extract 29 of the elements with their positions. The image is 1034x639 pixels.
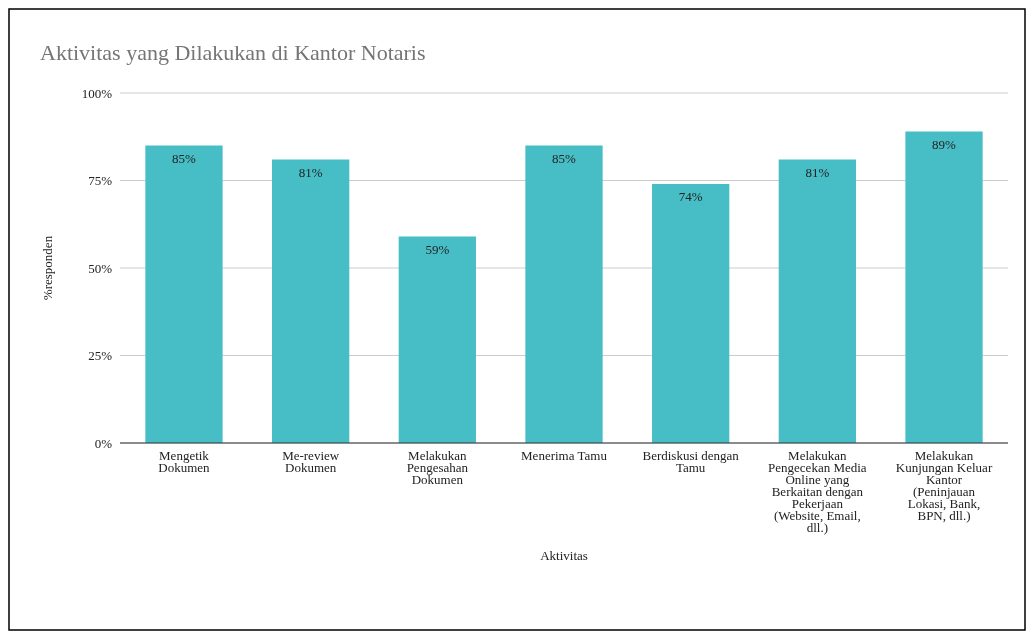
y-tick-label: 75%	[88, 173, 113, 189]
x-tick-label: Melakukan Kunjungan Keluar Kantor (Peninjauan Lokasi, Bank, BPN, dll.)	[895, 448, 993, 523]
x-tick-label: Mengetik Dokumen	[158, 448, 211, 475]
data-label: 81%	[298, 164, 323, 180]
bar	[652, 184, 730, 443]
data-label: 59%	[425, 241, 450, 257]
y-tick-label: 25%	[88, 348, 113, 364]
x-axis-title: Aktivitas	[540, 548, 588, 563]
x-tick-label: Berdiskusi dengan Tamu	[642, 448, 740, 475]
bar	[398, 236, 476, 443]
data-label: 74%	[678, 189, 703, 204]
data-label: 85%	[172, 150, 197, 166]
bar	[905, 131, 983, 443]
data-label: 89%	[932, 136, 957, 152]
y-tick-label: 50%	[88, 260, 113, 276]
data-label: 81%	[805, 164, 830, 180]
y-axis-title: %responden	[40, 235, 55, 301]
y-tick-label: 0%	[94, 435, 113, 451]
x-tick-label: Menerima Tamu	[521, 448, 608, 463]
chart-title: Aktivitas yang Dilakukan di Kantor Notaris	[40, 40, 426, 65]
y-tick-label: 100%	[81, 85, 113, 101]
bar	[272, 159, 350, 443]
x-tick-label: Melakukan Pengecekan Media Online yang Berkaitan dengan Pekerjaan (Website, Email, dll.)	[768, 448, 867, 535]
data-label: 85%	[552, 150, 577, 166]
x-tick-label: Me-review Dokumen	[282, 448, 340, 475]
bar	[778, 159, 856, 443]
x-tick-label: Melakukan Pengesahan Dokumen	[406, 448, 469, 487]
bar	[525, 145, 603, 443]
bar	[145, 145, 223, 443]
